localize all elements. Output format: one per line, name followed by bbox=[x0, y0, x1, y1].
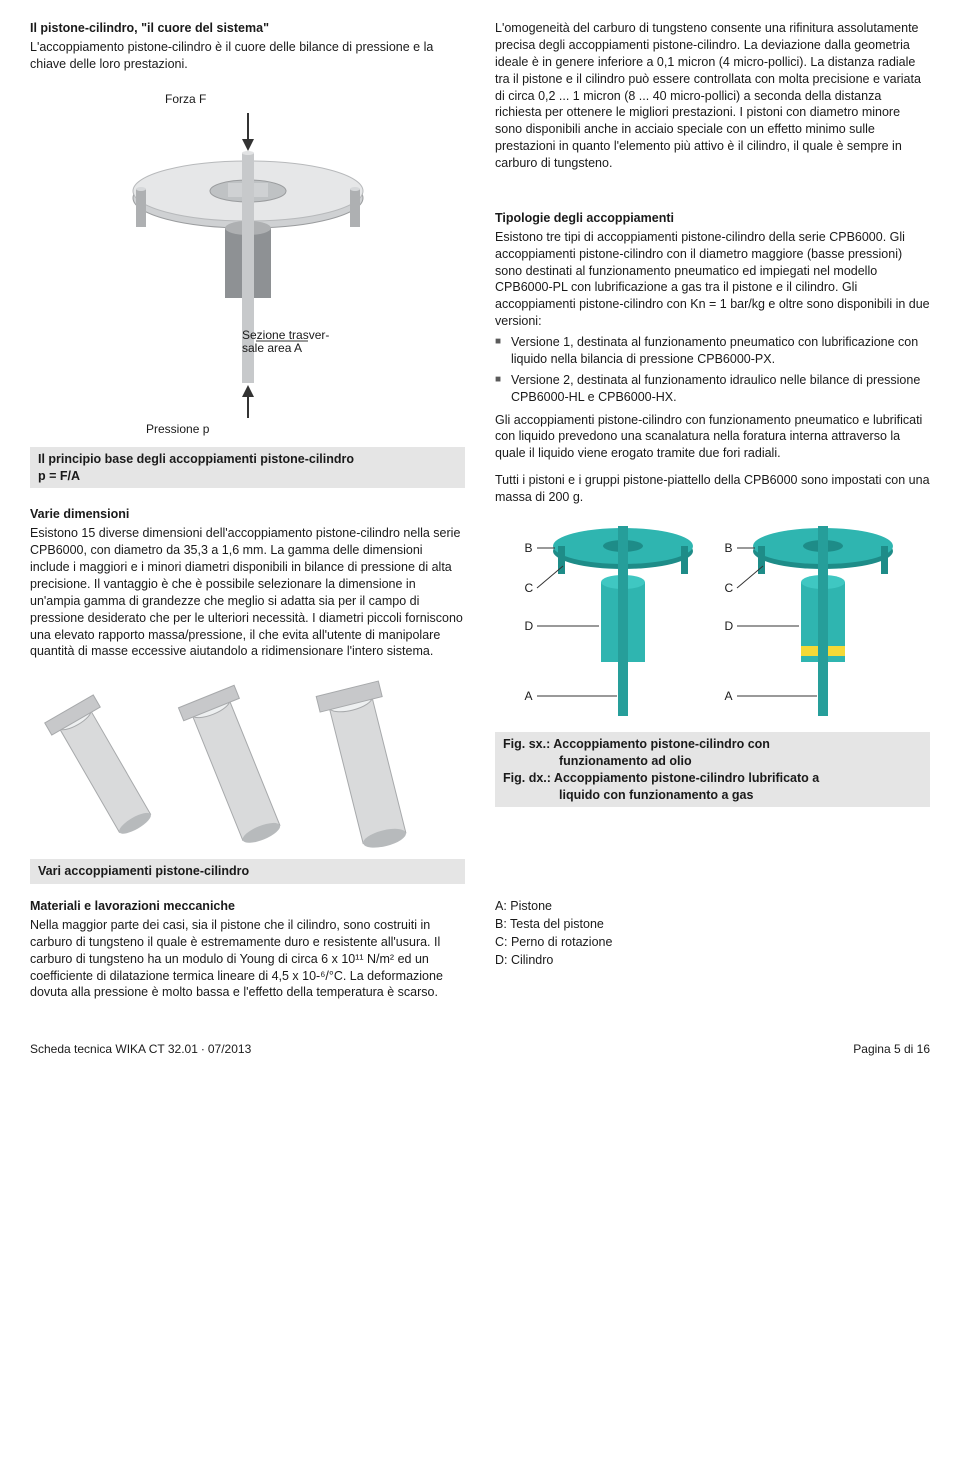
para-types-intro: Esistono tre tipi di accoppiamenti pisto… bbox=[495, 229, 930, 330]
caption-fig-sx-1: Fig. sx.: Accoppiamento pistone-cilindro… bbox=[503, 736, 922, 753]
caption-various: Vari accoppiamenti pistone-cilindro bbox=[30, 859, 465, 884]
types-bullet-list: Versione 1, destinata al funzionamento p… bbox=[495, 334, 930, 406]
caption-two-figs: Fig. sx.: Accoppiamento pistone-cilindro… bbox=[495, 732, 930, 808]
bullet-version-1: Versione 1, destinata al funzionamento p… bbox=[495, 334, 930, 368]
piston-principle-svg bbox=[98, 83, 398, 443]
heading-piston-heart: Il pistone-cilindro, "il cuore del siste… bbox=[30, 20, 465, 37]
caption-principle-l2: p = F/A bbox=[38, 468, 457, 485]
mini-gas-label-b: B bbox=[725, 540, 733, 556]
mini-oil-label-d: D bbox=[525, 618, 534, 634]
label-cross-section: Sezione trasver- sale area A bbox=[242, 329, 329, 357]
para-mass-200g: Tutti i pistoni e i gruppi pistone-piatt… bbox=[495, 472, 930, 506]
para-intro: L'accoppiamento pistone-cilindro è il cu… bbox=[30, 39, 465, 73]
figure-piston-principle: Forza F Sezione trasver- sale area A Pre… bbox=[30, 83, 465, 443]
para-dimensions: Esistono 15 diverse dimensioni dell'acco… bbox=[30, 525, 465, 660]
legend-d: D: Cilindro bbox=[495, 952, 930, 969]
footer-right: Pagina 5 di 16 bbox=[853, 1041, 930, 1057]
figure-two-couplings: B C D A bbox=[495, 516, 930, 726]
mini-gas-label-c: C bbox=[725, 580, 734, 596]
col-left-top: Il pistone-cilindro, "il cuore del siste… bbox=[30, 20, 465, 884]
para-types-extra: Gli accoppiamenti pistone-cilindro con f… bbox=[495, 412, 930, 463]
page-footer: Scheda tecnica WIKA CT 32.01 ∙ 07/2013 P… bbox=[30, 1041, 930, 1057]
col-right-bottom: A: Pistone B: Testa del pistone C: Perno… bbox=[495, 898, 930, 1011]
caption-fig-dx-2: liquido con funzionamento a gas bbox=[503, 787, 922, 804]
caption-fig-sx-2: funzionamento ad olio bbox=[503, 753, 922, 770]
heading-dimensions: Varie dimensioni bbox=[30, 506, 465, 523]
row-top: Il pistone-cilindro, "il cuore del siste… bbox=[30, 20, 930, 884]
mini-gas-label-d: D bbox=[725, 618, 734, 634]
legend-a: A: Pistone bbox=[495, 898, 930, 915]
label-force-f: Forza F bbox=[165, 91, 206, 107]
caption-principle-l1: Il principio base degli accoppiamenti pi… bbox=[38, 451, 457, 468]
col-left-bottom: Materiali e lavorazioni meccaniche Nella… bbox=[30, 898, 465, 1011]
label-pressure-p: Pressione p bbox=[146, 421, 209, 437]
row-bottom: Materiali e lavorazioni meccaniche Nella… bbox=[30, 898, 930, 1011]
bullet-version-2: Versione 2, destinata al funzionamento i… bbox=[495, 372, 930, 406]
col-right-top: L'omogeneità del carburo di tungsteno co… bbox=[495, 20, 930, 884]
caption-fig-dx-1: Fig. dx.: Accoppiamento pistone-cilindro… bbox=[503, 770, 922, 787]
heading-materials: Materiali e lavorazioni meccaniche bbox=[30, 898, 465, 915]
mini-piston-oil: B C D A bbox=[523, 516, 703, 726]
footer-left: Scheda tecnica WIKA CT 32.01 ∙ 07/2013 bbox=[30, 1041, 251, 1057]
heading-coupling-types: Tipologie degli accoppiamenti bbox=[495, 210, 930, 227]
legend-b: B: Testa del pistone bbox=[495, 916, 930, 933]
mini-oil-label-c: C bbox=[525, 580, 534, 596]
para-homogeneity: L'omogeneità del carburo di tungsteno co… bbox=[495, 20, 930, 172]
para-materials: Nella maggior parte dei casi, sia il pis… bbox=[30, 917, 465, 1001]
legend-c: C: Perno di rotazione bbox=[495, 934, 930, 951]
mini-gas-label-a: A bbox=[725, 688, 733, 704]
mini-oil-label-b: B bbox=[525, 540, 533, 556]
figure-various-couplings bbox=[30, 670, 465, 855]
mini-oil-label-a: A bbox=[525, 688, 533, 704]
caption-principle: Il principio base degli accoppiamenti pi… bbox=[30, 447, 465, 489]
mini-piston-gas: B C D A bbox=[723, 516, 903, 726]
